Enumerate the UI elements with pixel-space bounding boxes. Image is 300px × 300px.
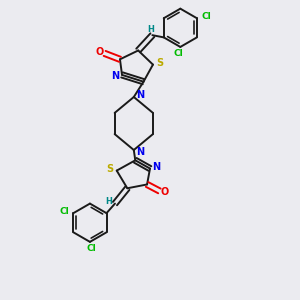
Text: N: N (136, 147, 144, 158)
Text: N: N (152, 162, 160, 172)
Text: N: N (136, 90, 144, 100)
Text: Cl: Cl (201, 12, 211, 21)
Text: O: O (95, 47, 103, 57)
Text: H: H (147, 25, 154, 34)
Text: O: O (160, 188, 169, 197)
Text: S: S (156, 58, 163, 68)
Text: H: H (105, 197, 112, 206)
Text: Cl: Cl (86, 244, 96, 253)
Text: S: S (107, 164, 114, 174)
Text: Cl: Cl (173, 49, 183, 58)
Text: N: N (112, 70, 120, 80)
Text: Cl: Cl (60, 207, 69, 216)
